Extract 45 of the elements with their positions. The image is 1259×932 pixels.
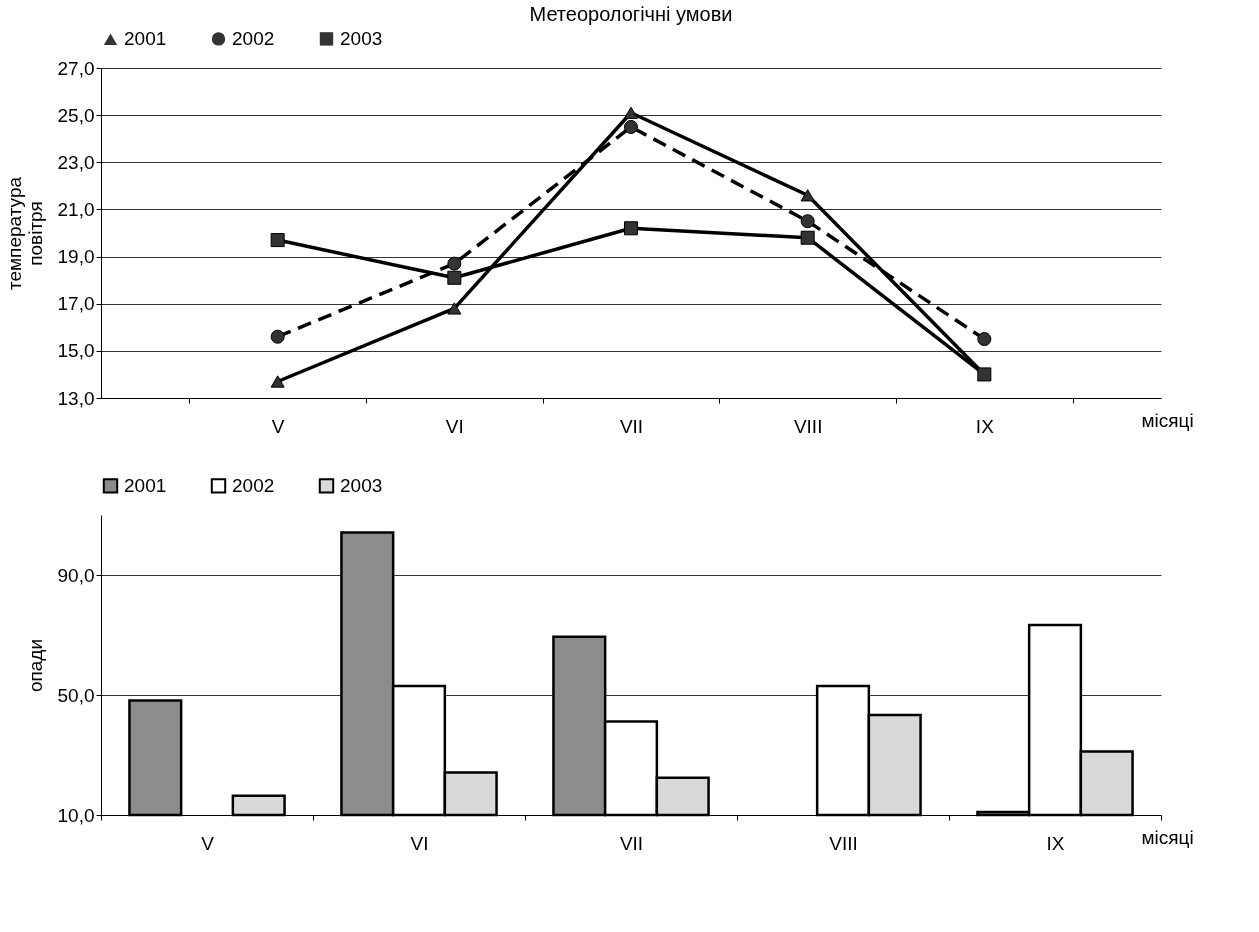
chart-title: Метеорологічні умови xyxy=(529,3,733,25)
point xyxy=(623,106,639,119)
y-tick-label: 25,0 xyxy=(57,104,95,126)
point xyxy=(270,233,285,248)
point xyxy=(270,329,285,344)
legend-label: 2001 xyxy=(124,474,167,496)
point xyxy=(623,221,639,236)
x-tick-label: VIII xyxy=(829,832,858,854)
x-tick-label: VI xyxy=(445,415,464,437)
y-tick-label: 27,0 xyxy=(57,57,95,79)
y-axis-title: опади xyxy=(24,638,46,693)
x-tick-label: VI xyxy=(410,832,429,854)
y-axis-title: температура повітря xyxy=(3,176,46,291)
y-tick-label: 19,0 xyxy=(57,246,95,268)
x-tick-label: VII xyxy=(619,832,644,854)
y-tick-label: 13,0 xyxy=(57,387,95,409)
x-axis-title: місяці xyxy=(1141,409,1194,431)
x-tick-label: V xyxy=(271,415,285,437)
point xyxy=(623,119,639,134)
point xyxy=(270,375,285,388)
point xyxy=(800,214,815,229)
legend-label: 2001 xyxy=(124,28,167,50)
x-tick-label: VIII xyxy=(793,415,823,437)
point xyxy=(447,256,462,271)
point xyxy=(977,332,992,347)
y-tick-label: 21,0 xyxy=(57,198,95,220)
legend-label: 2003 xyxy=(340,474,383,496)
x-tick-label: IX xyxy=(975,415,995,437)
legend-label: 2002 xyxy=(232,27,275,49)
y-tick-label: 10,0 xyxy=(57,804,95,826)
y-tick-label: 50,0 xyxy=(57,684,95,706)
legend-label: 2002 xyxy=(232,474,275,496)
x-tick-label: V xyxy=(201,832,215,854)
point xyxy=(800,189,815,202)
y-tick-label: 90,0 xyxy=(57,564,95,586)
point xyxy=(800,230,815,245)
y-tick-label: 15,0 xyxy=(57,340,95,362)
x-tick-label: VII xyxy=(619,415,644,437)
point xyxy=(447,270,462,285)
legend-label: 2003 xyxy=(340,27,383,49)
x-tick-label: IX xyxy=(1046,832,1065,854)
y-tick-label: 17,0 xyxy=(57,293,95,315)
x-axis-title: місяці xyxy=(1141,826,1194,848)
point xyxy=(447,302,462,315)
y-tick-label: 23,0 xyxy=(57,151,95,173)
